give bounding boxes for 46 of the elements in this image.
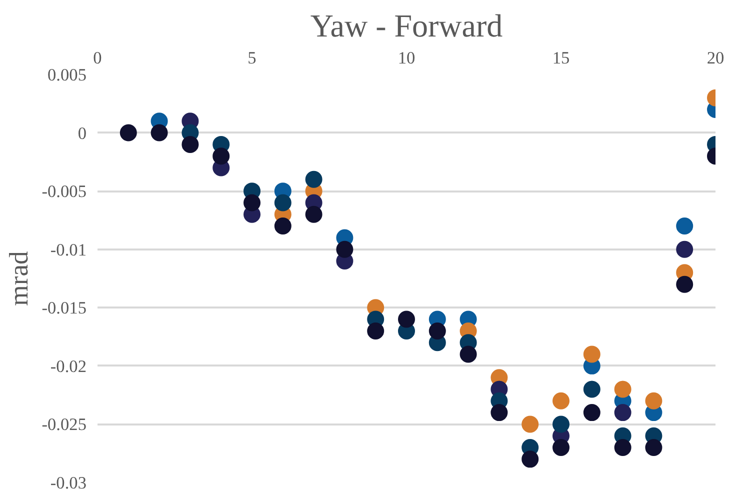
point [614,404,632,422]
point [583,346,600,363]
point [676,240,694,258]
x-tick-label: 5 [248,48,256,68]
point [552,416,570,433]
y-tick-label: -0.02 [50,356,87,376]
point [305,206,322,223]
point [614,380,632,398]
x-tick-label: 20 [706,48,724,68]
point [274,194,292,212]
point [552,392,570,410]
point [614,439,632,456]
point [212,148,230,165]
point [428,322,446,340]
point [244,194,260,212]
point [150,124,168,142]
point [552,439,570,456]
point [676,218,694,235]
point [645,392,662,410]
point [367,322,384,340]
x-tick-label: 10 [398,48,416,68]
point [490,404,508,422]
point [120,124,137,142]
point [645,439,662,456]
x-tick-label: 0 [93,48,102,68]
y-tick-label: -0.015 [42,298,87,318]
x-tick-label: 15 [552,48,570,68]
point [274,218,292,235]
y-axis-title: mrad [4,251,34,306]
point [336,240,354,258]
point [460,346,477,363]
y-tick-label: -0.025 [42,415,87,434]
point [583,380,600,398]
point [522,450,539,468]
y-tick-label: -0.005 [42,182,87,202]
y-tick-label: 0 [78,124,87,143]
point [583,404,600,422]
point [398,310,415,328]
y-tick-label: -0.01 [50,240,87,260]
y-tick-label: 0.005 [48,66,87,84]
chart-title: Yaw - Forward [310,8,503,44]
y-tick-label: -0.03 [50,474,87,492]
point [676,276,694,293]
point [305,170,322,188]
point [182,136,199,153]
point [522,416,539,433]
